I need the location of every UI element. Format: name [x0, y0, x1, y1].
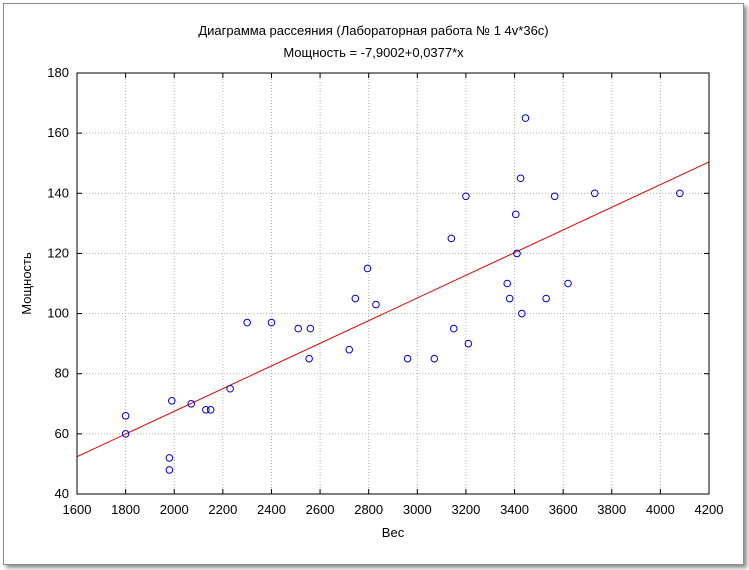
y-axis-label: Мощность — [19, 252, 34, 315]
y-tick-label: 180 — [47, 65, 69, 80]
y-tick-label: 100 — [47, 306, 69, 321]
x-tick-label: 2600 — [306, 502, 335, 517]
data-point — [345, 345, 354, 354]
x-tick-label: 3800 — [597, 502, 626, 517]
x-tick-label: 3400 — [500, 502, 529, 517]
data-point — [187, 399, 196, 408]
scatter-plot: 1600 1800 2000 2200 2400 2600 2800 3000 3200 3400… — [19, 65, 723, 540]
data-point — [447, 234, 456, 243]
data-point — [121, 430, 130, 438]
data-point — [267, 318, 276, 327]
data-point — [511, 210, 520, 219]
data-point — [550, 192, 559, 201]
x-tick-label: 2200 — [208, 502, 237, 517]
y-tick-label: 40 — [55, 486, 69, 501]
y-tick-label: 60 — [55, 426, 69, 441]
y-tick-label: 140 — [47, 185, 69, 200]
x-tick-label: 4200 — [695, 502, 724, 517]
x-tick-label: 2000 — [160, 502, 189, 517]
chart-subtitle: Мощность = -7,9002+0,0377*x — [283, 45, 464, 60]
data-point — [372, 300, 380, 309]
x-tick-label: 3600 — [549, 502, 578, 517]
data-point — [121, 412, 130, 420]
data-point — [430, 354, 439, 363]
data-point — [518, 309, 526, 318]
data-point — [165, 466, 174, 474]
chart-title: Диаграмма рассеяния (Лабораторная работа… — [198, 23, 549, 38]
data-point — [305, 354, 313, 363]
data-point — [403, 354, 412, 363]
data-point — [676, 189, 684, 198]
data-point — [513, 249, 521, 258]
data-point — [226, 384, 234, 393]
data-point — [464, 339, 473, 348]
x-tick-label: 1600 — [63, 502, 92, 517]
data-point — [206, 406, 215, 414]
data-point — [564, 279, 572, 288]
regression-layer — [76, 161, 710, 458]
data-point — [503, 279, 512, 288]
data-point — [168, 396, 176, 405]
data-point — [462, 192, 470, 201]
x-tick-label: 1800 — [111, 502, 140, 517]
data-point — [521, 114, 530, 122]
data-point — [363, 264, 372, 273]
grid — [77, 73, 709, 494]
plot-frame — [76, 72, 710, 495]
data-point — [202, 406, 210, 414]
x-tick-label: 3200 — [451, 502, 480, 517]
points-layer — [121, 114, 684, 474]
x-tick-label: 2800 — [354, 502, 383, 517]
data-point — [294, 324, 303, 333]
chart-window: Диаграмма рассеяния (Лабораторная работа… — [3, 3, 744, 565]
data-point — [542, 294, 550, 303]
data-point — [449, 324, 458, 333]
y-tick-label: 120 — [47, 245, 69, 260]
x-tick-label: 4000 — [646, 502, 675, 517]
ticks-layer: 1600 1800 2000 2200 2400 2600 2800 3000 3200 3400… — [47, 65, 723, 517]
x-tick-label: 2400 — [257, 502, 286, 517]
y-tick-label: 80 — [55, 366, 69, 381]
data-point — [505, 294, 514, 303]
x-axis-label: Вес — [382, 525, 405, 540]
data-point — [306, 324, 315, 333]
regression-line — [76, 161, 710, 458]
x-tick-label: 3000 — [403, 502, 432, 517]
data-point — [243, 318, 251, 327]
data-point — [165, 454, 174, 462]
data-point — [351, 294, 360, 303]
y-tick-label: 160 — [47, 125, 69, 140]
data-point — [516, 174, 525, 183]
data-point — [590, 189, 599, 198]
